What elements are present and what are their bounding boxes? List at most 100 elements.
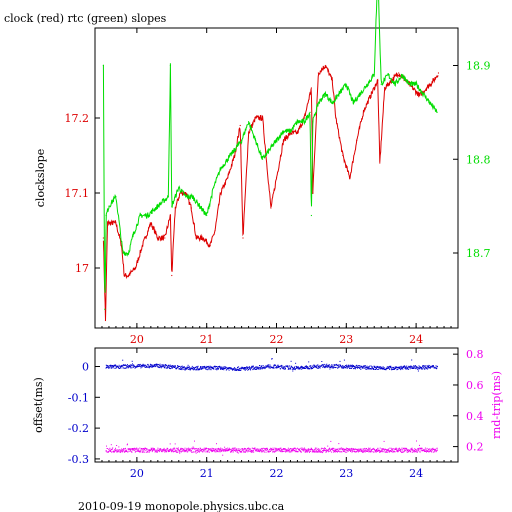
series-rnd-trip-point [192, 451, 194, 453]
series-offset-point [269, 367, 271, 369]
series-rnd-trip-point [327, 449, 329, 451]
series-rnd-trip-point [406, 448, 408, 450]
series-offset-point [415, 367, 417, 369]
y2-tick-label: 0.6 [466, 379, 484, 392]
series-offset-point [113, 366, 114, 368]
series-offset-point [255, 366, 257, 368]
series-offset-point [120, 365, 122, 367]
series-offset-point [228, 367, 230, 369]
series-offset-point [210, 366, 212, 368]
series-clock-point [141, 244, 144, 247]
series-rnd-trip-point [256, 450, 258, 452]
series-rnd-trip-point [206, 448, 208, 450]
series-offset-point [242, 368, 244, 370]
series-rnd-trip-point [217, 449, 219, 451]
series-rnd-trip-point [312, 450, 314, 452]
series-offset-point [378, 367, 380, 369]
series-rnd-trip-point [306, 449, 308, 451]
series-offset-point [116, 366, 118, 368]
series-rnd-trip-point [433, 448, 435, 450]
series-offset-point [171, 365, 173, 366]
series-rnd-trip-point [389, 450, 391, 452]
series-rnd-trip-point [218, 447, 219, 449]
series-offset-point [204, 365, 205, 367]
series-rnd-trip-point [230, 451, 232, 452]
series-offset-point [306, 367, 308, 369]
series-rtc-point [429, 102, 431, 104]
series-rnd-trip-point [169, 449, 171, 451]
series-offset-point [131, 364, 133, 366]
series-rnd-trip-point [340, 448, 342, 450]
series-offset-point [414, 366, 416, 368]
series-rnd-trip-point [314, 447, 316, 449]
series-rnd-trip-point [285, 450, 287, 451]
series-rnd-trip-point [324, 449, 326, 451]
series-offset-point [339, 366, 341, 368]
series-offset-point [205, 368, 207, 370]
series-rnd-trip-point [189, 450, 191, 452]
series-rnd-trip-point [427, 451, 429, 452]
series-offset-point [353, 365, 355, 366]
series-rnd-trip-point [436, 447, 438, 449]
series-rnd-trip-point [287, 450, 289, 452]
series-rnd-trip-point [296, 451, 298, 452]
series-rtc-point [331, 102, 333, 104]
series-rnd-trip-point [197, 449, 199, 451]
series-rnd-trip-point [208, 451, 210, 453]
series-rnd-trip-point [390, 450, 392, 452]
series-offset-point [292, 367, 293, 369]
series-offset-point [333, 367, 334, 369]
series-rnd-trip-point [388, 448, 390, 450]
series-offset-point [404, 367, 406, 369]
series-offset-point [388, 366, 390, 368]
series-rnd-trip-point [249, 450, 251, 452]
series-rnd-trip-point [436, 449, 438, 451]
series-rnd-trip-point [293, 448, 295, 450]
series-rnd-trip-point [210, 450, 212, 452]
series-rnd-trip-point [251, 450, 253, 451]
series-offset-point [217, 366, 219, 368]
series-rtc-point [122, 252, 124, 254]
series-rnd-trip-point [435, 449, 437, 451]
series-rnd-trip-point [280, 447, 282, 449]
series-rnd-trip-point [187, 449, 189, 451]
series-offset-point [374, 368, 376, 370]
series-rnd-trip-point [358, 450, 360, 452]
series-offset-point [173, 366, 174, 368]
series-rnd-trip-point [185, 449, 187, 451]
series-offset-point [219, 367, 221, 369]
series-rnd-trip-point [105, 450, 107, 452]
series-rnd-trip-point [407, 451, 409, 453]
series-offset-point [252, 366, 254, 368]
series-rnd-trip-point [235, 450, 237, 452]
series-rnd-trip-point [376, 449, 377, 450]
series-rnd-trip-point [397, 451, 399, 453]
series-offset-point [433, 365, 434, 367]
series-offset-point [162, 366, 164, 367]
series-clock-point [425, 87, 428, 89]
series-rnd-trip-point [306, 451, 308, 453]
series-offset-point [406, 365, 408, 367]
series-offset-point [413, 367, 415, 369]
series-offset-point [260, 368, 262, 370]
x-tick-label: 23 [339, 333, 353, 346]
series-rnd-trip-point [207, 448, 209, 450]
series-rnd-trip-point [310, 450, 312, 452]
series-offset-point [310, 368, 312, 370]
series-rnd-trip-point [434, 448, 436, 450]
series-rnd-trip-point [135, 450, 137, 452]
series-offset-point [270, 366, 272, 368]
series-clock-point [296, 132, 299, 134]
series-offset-point [167, 367, 169, 369]
series-rnd-trip-point [359, 449, 361, 451]
series-rnd-trip-point [297, 451, 299, 453]
series-offset-point [131, 367, 133, 369]
series-offset-point [436, 368, 438, 370]
series-offset-point [425, 366, 427, 368]
series-offset-point [281, 367, 283, 369]
series-rtc-point [380, 83, 382, 85]
series-rnd-trip-point [126, 450, 128, 452]
series-rnd-trip-point [250, 451, 252, 453]
series-offset-point [326, 365, 328, 367]
series-rnd-trip-point [152, 448, 154, 450]
